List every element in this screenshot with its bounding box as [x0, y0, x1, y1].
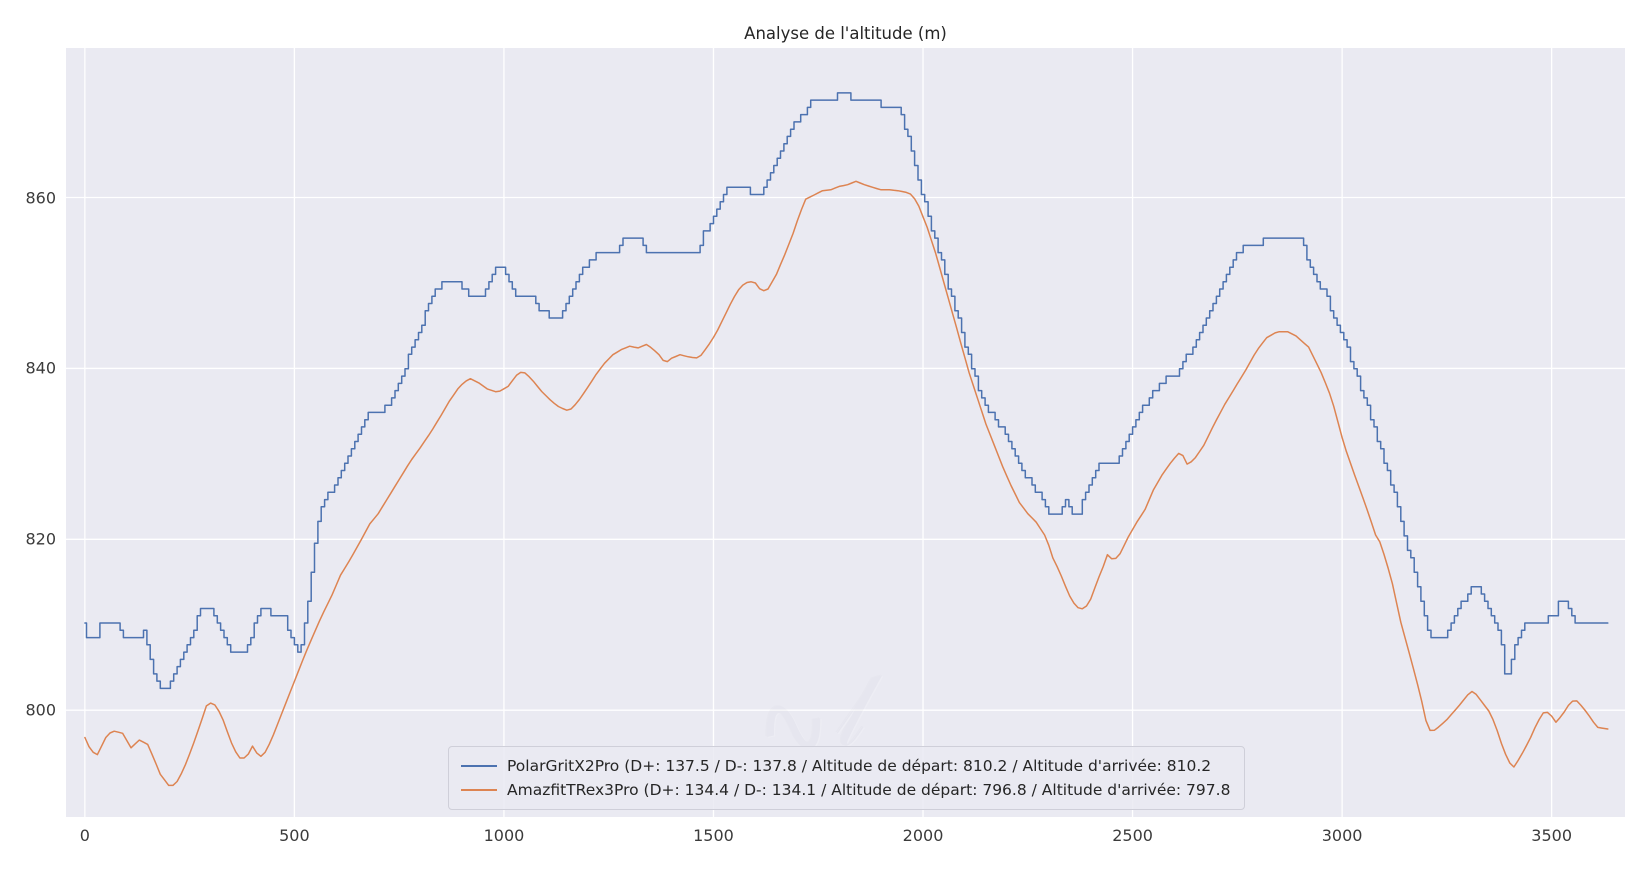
x-tick-label: 500 [279, 826, 310, 845]
legend: PolarGritX2Pro (D+: 137.5 / D-: 137.8 / … [448, 746, 1246, 810]
amazfit-legend-label: AmazfitTRex3Pro (D+: 134.4 / D-: 134.1 /… [507, 781, 1231, 799]
y-tick-label: 860 [25, 188, 56, 208]
polar-legend-label: PolarGritX2Pro (D+: 137.5 / D-: 137.8 / … [507, 757, 1212, 775]
x-tick-label: 2500 [1112, 826, 1153, 845]
y-tick-label: 840 [25, 358, 56, 378]
polargritx2pro-series-line [84, 92, 1609, 690]
x-tick-label: 0 [79, 826, 90, 845]
y-tick-label: 820 [25, 529, 56, 549]
x-tick-label: 1000 [483, 826, 525, 845]
y-tick-label: 800 [25, 700, 56, 720]
polar-legend-line-swatch [461, 765, 497, 767]
x-tick-label: 2000 [902, 826, 944, 845]
legend-row-polar: PolarGritX2Pro (D+: 137.5 / D-: 137.8 / … [459, 754, 1230, 778]
x-tick-label: 3000 [1321, 826, 1363, 845]
chart-title: Analyse de l'altitude (m) [744, 24, 947, 43]
legend-row-amazfit: AmazfitTRex3Pro (D+: 134.4 / D-: 134.1 /… [459, 778, 1230, 802]
amazfittrex3pro-series-line [84, 180, 1609, 787]
x-tick-label: 3500 [1531, 826, 1573, 845]
x-tick-label: 1500 [693, 826, 734, 845]
plot-area [66, 48, 1625, 817]
amazfit-legend-line-swatch [461, 789, 497, 791]
